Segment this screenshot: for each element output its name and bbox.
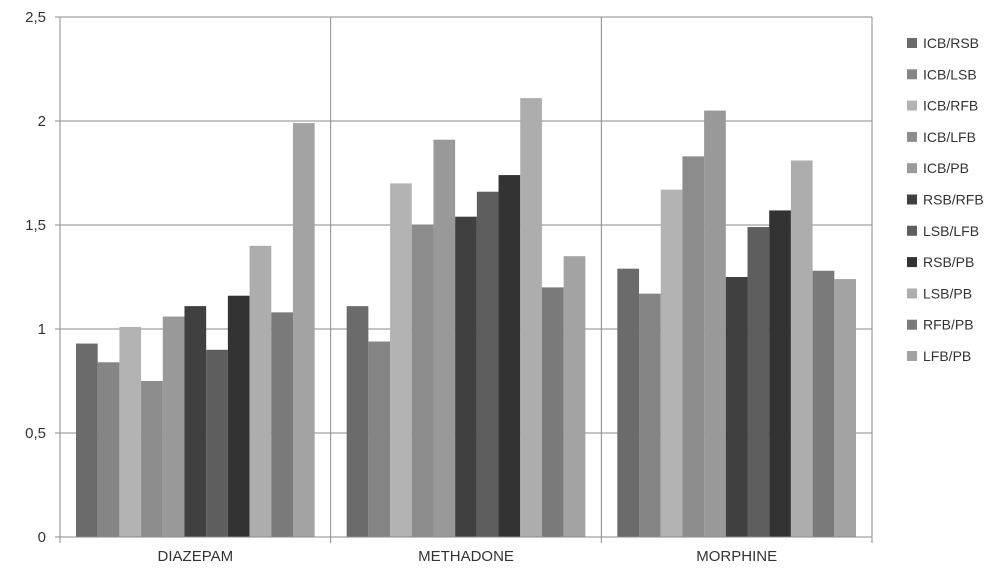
- legend-label: ICB/LFB: [923, 129, 976, 145]
- bar: [141, 381, 163, 537]
- x-category-label: MORPHINE: [696, 548, 777, 565]
- legend-label: RFB/PB: [923, 317, 974, 333]
- legend-label: LSB/LFB: [923, 223, 979, 239]
- legend-label: ICB/RFB: [923, 98, 978, 114]
- bar: [433, 139, 456, 537]
- legend-item: ICB/RSB: [907, 35, 979, 51]
- bar: [455, 216, 477, 537]
- legend-item: LSB/LFB: [907, 223, 979, 239]
- x-category-label: METHADONE: [418, 548, 514, 565]
- legend-item: ICB/PB: [907, 160, 969, 176]
- legend-swatch: [907, 194, 917, 205]
- bar: [390, 183, 412, 537]
- legend-swatch: [907, 225, 917, 236]
- legend-swatch: [907, 288, 917, 299]
- bar: [76, 343, 98, 537]
- legend-item: RFB/PB: [907, 317, 974, 333]
- legend-label: ICB/PB: [923, 160, 969, 176]
- bar: [563, 256, 586, 537]
- bar: [97, 362, 120, 537]
- bar: [812, 270, 835, 537]
- bar: [249, 245, 272, 538]
- bar: [747, 227, 770, 537]
- bar: [639, 293, 661, 537]
- legend-swatch: [907, 100, 917, 111]
- y-tick-label: 2: [38, 113, 46, 130]
- y-tick-label: 1,5: [25, 217, 46, 234]
- legend-swatch: [907, 257, 917, 268]
- legend-swatch: [907, 38, 917, 48]
- legend-swatch: [907, 69, 917, 80]
- x-category-label: DIAZEPAM: [158, 548, 234, 565]
- legend-swatch: [907, 319, 917, 330]
- bar: [271, 312, 293, 537]
- bar: [769, 210, 791, 537]
- bar: [292, 123, 315, 537]
- bar: [346, 306, 369, 537]
- bar: [834, 279, 856, 537]
- bar: [184, 306, 207, 537]
- bar: [725, 277, 748, 537]
- y-tick-label: 0,5: [25, 425, 46, 442]
- legend-label: LFB/PB: [923, 348, 971, 364]
- legend-item: RSB/PB: [907, 254, 974, 270]
- bar: [790, 160, 813, 537]
- legend-item: LFB/PB: [907, 348, 971, 364]
- legend-swatch: [907, 163, 917, 174]
- bar: [206, 349, 228, 537]
- bar: [541, 287, 564, 537]
- legend-label: ICB/RSB: [923, 35, 979, 51]
- legend-item: RSB/RFB: [907, 192, 984, 208]
- bar: [498, 175, 521, 537]
- bar: [520, 98, 542, 538]
- y-tick-label: 1: [38, 321, 46, 338]
- legend-item: LSB/PB: [907, 285, 972, 301]
- bar: [368, 341, 391, 537]
- bar: [704, 110, 726, 537]
- legend-item: ICB/LFB: [907, 129, 976, 145]
- legend: ICB/RSB ICB/LSB ICB/RFB ICB/LFB ICB/PB RSB/RF…: [907, 35, 984, 364]
- bar: [476, 191, 499, 537]
- bar: [682, 156, 705, 538]
- legend-label: LSB/PB: [923, 285, 972, 301]
- bar: [119, 326, 142, 537]
- bar: [411, 225, 434, 537]
- legend-item: ICB/RFB: [907, 98, 978, 114]
- legend-swatch: [907, 131, 917, 142]
- legend-label: ICB/LSB: [923, 66, 977, 82]
- legend-label: RSB/PB: [923, 254, 974, 270]
- legend-swatch: [907, 351, 917, 361]
- y-tick-label: 2,5: [25, 9, 46, 26]
- bars: [76, 98, 856, 538]
- bar: [660, 189, 683, 537]
- y-tick-label: 0: [38, 529, 46, 546]
- legend-label: RSB/RFB: [923, 192, 984, 208]
- bar: [162, 316, 185, 537]
- bar: [227, 295, 250, 537]
- bar: [617, 268, 640, 537]
- legend-item: ICB/LSB: [907, 66, 977, 82]
